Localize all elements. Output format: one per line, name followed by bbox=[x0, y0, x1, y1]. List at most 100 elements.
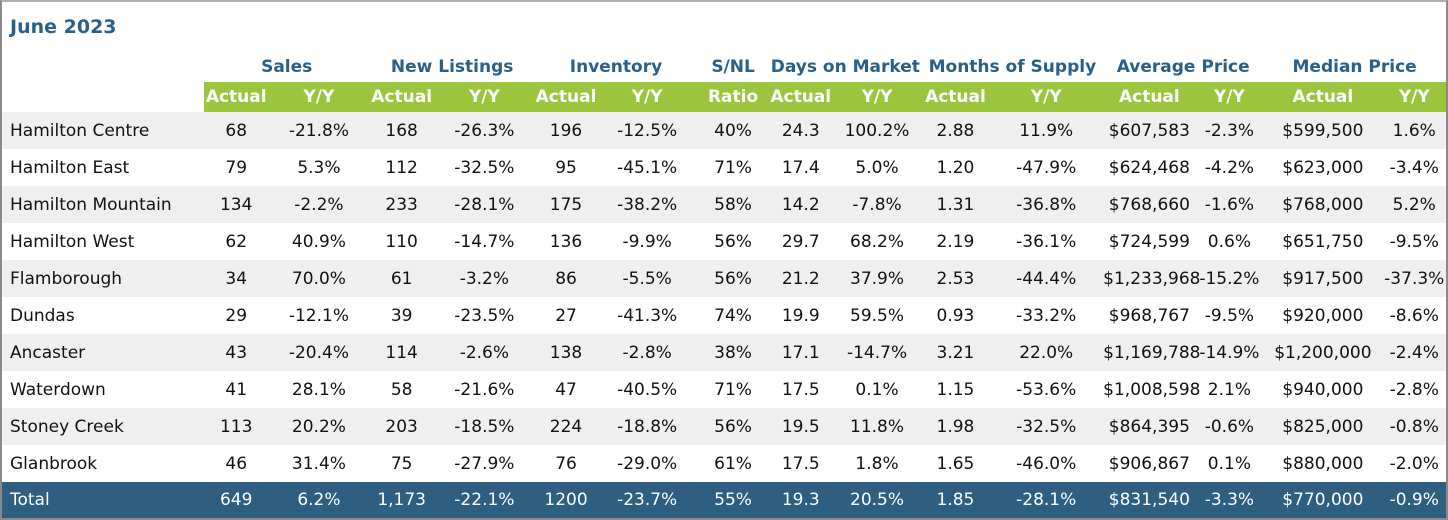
region-label: Dundas bbox=[10, 305, 75, 326]
table-cell: -2.0% bbox=[1389, 453, 1439, 474]
table-cell: -18.8% bbox=[617, 416, 678, 437]
total-cell: 6.2% bbox=[297, 490, 341, 510]
table-cell: $940,000 bbox=[1282, 379, 1364, 400]
table-cell: 2.88 bbox=[936, 120, 975, 141]
table-cell: 233 bbox=[385, 194, 418, 215]
table-cell: -29.0% bbox=[617, 453, 678, 474]
table-cell: 203 bbox=[385, 416, 418, 437]
table-cell: 17.1 bbox=[781, 342, 820, 363]
subheader-cell: Y/Y bbox=[1195, 82, 1264, 112]
group-header-average-price: Average Price bbox=[1116, 57, 1250, 77]
table-cell: 100.2% bbox=[844, 120, 910, 141]
table-cell: -8.6% bbox=[1389, 305, 1439, 326]
table-cell: -26.3% bbox=[454, 120, 515, 141]
table-cell: -9.5% bbox=[1204, 305, 1255, 326]
table-row: Hamilton Centre 68 -21.8% 168 -26.3% 196 -12.5… bbox=[2, 112, 1446, 149]
region-label: Glanbrook bbox=[10, 453, 98, 474]
table-row: Ancaster 43 -20.4% 114 -2.6% 138 -2.8% 38% 17.1 -… bbox=[2, 334, 1446, 371]
table-cell: -41.3% bbox=[617, 305, 678, 326]
group-header-median-price: Median Price bbox=[1292, 57, 1417, 77]
table-cell: $906,867 bbox=[1108, 453, 1190, 474]
subheader-cell: Actual bbox=[1103, 82, 1196, 112]
table-cell: -18.5% bbox=[454, 416, 515, 437]
total-cell: $831,540 bbox=[1108, 490, 1190, 510]
table-cell: -45.1% bbox=[617, 157, 678, 178]
table-cell: 41 bbox=[225, 379, 248, 400]
total-cell: $770,000 bbox=[1282, 490, 1364, 510]
table-cell: -40.5% bbox=[617, 379, 678, 400]
table-cell: 58% bbox=[714, 194, 752, 215]
table-cell: 19.5 bbox=[781, 416, 820, 437]
table-cell: -20.4% bbox=[288, 342, 349, 363]
table-cell: 43 bbox=[225, 342, 248, 363]
table-cell: 19.9 bbox=[781, 305, 820, 326]
table-cell: $624,468 bbox=[1108, 157, 1190, 178]
table-cell: 0.1% bbox=[855, 379, 899, 400]
table-cell: 56% bbox=[714, 416, 752, 437]
total-cell: 19.3 bbox=[781, 490, 820, 510]
table-cell: 224 bbox=[549, 416, 583, 437]
table-cell: -5.5% bbox=[622, 268, 672, 289]
table-cell: 75 bbox=[390, 453, 413, 474]
table-cell: 27 bbox=[555, 305, 577, 326]
table-cell: 136 bbox=[549, 231, 583, 252]
total-cell: -28.1% bbox=[1016, 490, 1077, 510]
table-cell: -21.8% bbox=[288, 120, 349, 141]
region-label: Stoney Creek bbox=[10, 416, 124, 437]
table-cell: -21.6% bbox=[454, 379, 515, 400]
table-cell: 47 bbox=[555, 379, 577, 400]
group-header-inventory: Inventory bbox=[569, 57, 663, 77]
total-cell: 55% bbox=[714, 490, 752, 510]
table-cell: $864,395 bbox=[1108, 416, 1190, 437]
subheader-cell: Y/Y bbox=[433, 82, 535, 112]
table-row: Stoney Creek 113 20.2% 203 -18.5% 224 -18.8% 56… bbox=[2, 408, 1446, 445]
table-cell: 1.31 bbox=[936, 194, 975, 215]
table-cell: 62 bbox=[225, 231, 248, 252]
table-cell: $1,008,598 bbox=[1103, 379, 1201, 400]
table-cell: $599,500 bbox=[1282, 120, 1364, 141]
table-cell: 11.8% bbox=[850, 416, 905, 437]
total-cell: -3.3% bbox=[1204, 490, 1255, 510]
market-table: Sales New Listings Inventory S/NL Days o… bbox=[2, 52, 1446, 518]
region-label: Hamilton Mountain bbox=[10, 194, 172, 215]
subheader-cell: Actual bbox=[921, 82, 990, 112]
table-cell: $768,660 bbox=[1108, 194, 1190, 215]
table-cell: 11.9% bbox=[1019, 120, 1074, 141]
group-header-new-listings: New Listings bbox=[390, 57, 514, 77]
table-cell: 2.1% bbox=[1207, 379, 1251, 400]
table-cell: 29.7 bbox=[781, 231, 820, 252]
table-cell: -9.5% bbox=[1389, 231, 1439, 252]
total-row: Total 649 6.2% 1,173 -22.1% 1200 -23.7% 55% 19.3… bbox=[2, 482, 1446, 518]
subheader-cell: Y/Y bbox=[597, 82, 698, 112]
table-cell: 17.5 bbox=[781, 453, 820, 474]
table-cell: -12.1% bbox=[288, 305, 349, 326]
table-cell: 28.1% bbox=[291, 379, 346, 400]
table-cell: $920,000 bbox=[1282, 305, 1364, 326]
table-cell: 3.21 bbox=[936, 342, 975, 363]
table-cell: 68.2% bbox=[850, 231, 905, 252]
table-cell: $1,169,788 bbox=[1103, 342, 1201, 363]
table-cell: 56% bbox=[714, 231, 752, 252]
table-cell: -32.5% bbox=[1016, 416, 1077, 437]
region-label: Flamborough bbox=[10, 268, 123, 289]
table-cell: -46.0% bbox=[1016, 453, 1077, 474]
table-row: Dundas 29 -12.1% 39 -23.5% 27 -41.3% 74% 19.9 59.… bbox=[2, 297, 1446, 334]
report-title: June 2023 bbox=[10, 16, 117, 38]
table-cell: 29 bbox=[225, 305, 248, 326]
subheader-cell: Ratio bbox=[697, 82, 770, 112]
table-row: Waterdown 41 28.1% 58 -21.6% 47 -40.5% 71% 17.5 0… bbox=[2, 371, 1446, 408]
table-cell: -14.7% bbox=[454, 231, 515, 252]
table-cell: -37.3% bbox=[1384, 268, 1445, 289]
table-cell: 2.19 bbox=[936, 231, 975, 252]
table-cell: $724,599 bbox=[1108, 231, 1190, 252]
table-cell: 0.6% bbox=[1207, 231, 1251, 252]
table-cell: -14.7% bbox=[846, 342, 908, 363]
table-cell: 113 bbox=[219, 416, 253, 437]
region-label: Hamilton East bbox=[10, 157, 130, 178]
total-label: Total bbox=[10, 490, 50, 510]
table-cell: -36.1% bbox=[1016, 231, 1077, 252]
table-cell: -1.6% bbox=[1204, 194, 1255, 215]
table-cell: -14.9% bbox=[1199, 342, 1260, 363]
table-cell: 134 bbox=[219, 194, 253, 215]
